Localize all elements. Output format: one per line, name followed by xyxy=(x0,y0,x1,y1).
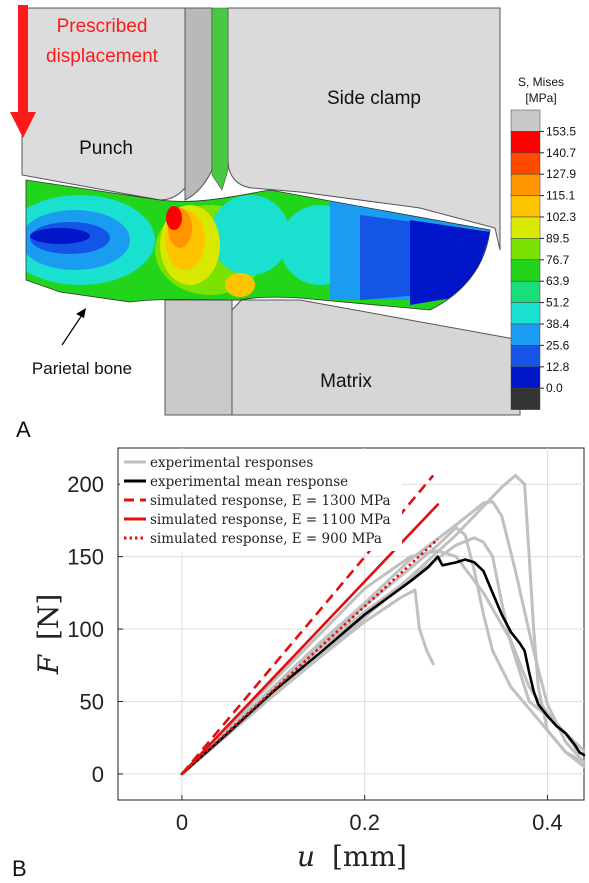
color-bar-level-label: 127.9 xyxy=(546,167,576,181)
legend-box xyxy=(120,450,402,551)
load-label-line1: Prescribed xyxy=(57,16,148,37)
color-bar-swatch xyxy=(510,238,541,261)
color-bar-level-label: 0.0 xyxy=(546,381,563,395)
y-tick-label: 100 xyxy=(67,617,104,642)
color-bar-level-label: 51.2 xyxy=(546,296,570,310)
color-bar-level-label: 25.6 xyxy=(546,338,570,352)
side-clamp-label: Side clamp xyxy=(327,88,421,109)
punch-label: Punch xyxy=(79,138,133,159)
panel-a-fem-model: Prescribed displacement Punch Side clamp… xyxy=(10,5,576,442)
color-bar-swatch xyxy=(510,366,541,389)
matrix-label: Matrix xyxy=(320,371,372,392)
x-tick-label: 0.4 xyxy=(532,810,563,835)
bone-pointer-head xyxy=(76,308,86,318)
x-axis-label: u [mm] xyxy=(297,840,407,873)
legend-entry-label: simulated response, E = 1300 MPa xyxy=(150,493,391,509)
y-axis-unit: [N] xyxy=(32,594,65,640)
tick-labels: 0 0.2 0.4 0 50 100 150 200 xyxy=(67,472,562,835)
color-bar-swatch xyxy=(510,109,541,132)
color-bar-swatch xyxy=(510,173,541,196)
legend-entry-label: simulated response, E = 1100 MPa xyxy=(150,512,391,528)
stress-color-bar: 153.5 140.7 127.9 115.1 102.3 89.5 76.7 63.9 51.… xyxy=(510,109,576,410)
color-bar-swatch xyxy=(510,387,541,410)
x-axis-unit: [mm] xyxy=(332,840,407,873)
punch-shaft xyxy=(184,7,213,201)
legend-entry-label: simulated response, E = 900 MPa xyxy=(150,531,382,547)
color-bar-swatch xyxy=(510,259,541,282)
clamp-gap-contour xyxy=(211,7,229,191)
color-bar-swatch xyxy=(510,345,541,368)
color-bar-level-label: 153.5 xyxy=(546,124,576,138)
color-bar-swatch xyxy=(510,302,541,325)
load-label-line2: displacement xyxy=(46,46,159,67)
color-bar-level-label: 76.7 xyxy=(546,253,570,267)
color-bar-level-label: 89.5 xyxy=(546,231,570,245)
bone-outline xyxy=(25,179,491,311)
chart-legend: experimental responses experimental mean … xyxy=(120,450,402,551)
series-line xyxy=(180,555,586,776)
matrix-front xyxy=(164,299,233,416)
color-bar-swatch xyxy=(510,216,541,239)
x-tick-label: 0 xyxy=(176,810,188,835)
color-bar-level-label: 115.1 xyxy=(546,189,575,203)
x-axis-symbol: u xyxy=(297,840,315,873)
color-bar-level-label: 102.3 xyxy=(546,210,576,224)
y-tick-label: 150 xyxy=(67,545,104,570)
load-arrow xyxy=(10,5,36,138)
legend-entry-label: experimental responses xyxy=(150,455,313,471)
y-axis-label: F [N] xyxy=(32,594,65,676)
y-tick-label: 0 xyxy=(92,762,104,787)
y-axis-symbol: F xyxy=(32,653,65,675)
series-layer xyxy=(180,474,586,776)
color-bar-level-label: 63.9 xyxy=(546,274,570,288)
color-bar-swatch xyxy=(510,323,541,346)
color-bar-swatch xyxy=(510,195,541,218)
y-tick-label: 50 xyxy=(80,689,104,714)
color-bar-level-label: 140.7 xyxy=(546,146,576,160)
side-clamp xyxy=(227,7,501,251)
panel-a-label: A xyxy=(16,417,31,442)
color-bar-level-label: 12.8 xyxy=(546,360,570,374)
bone-label: Parietal bone xyxy=(32,359,132,378)
bone-pointer-line xyxy=(61,311,85,346)
y-tick-label: 200 xyxy=(67,472,104,497)
color-bar-swatch xyxy=(510,280,541,303)
panel-b-force-displacement-chart: 0 0.2 0.4 0 50 100 150 200 experimental respons… xyxy=(12,447,586,881)
legend-title-line1: S, Mises xyxy=(518,75,564,89)
legend-title-line2: [MPa] xyxy=(525,91,556,105)
series-line xyxy=(180,549,586,776)
x-tick-label: 0.2 xyxy=(349,810,380,835)
color-bar-swatch xyxy=(510,152,541,175)
color-bar-swatch xyxy=(510,131,541,154)
legend-entry-label: experimental mean response xyxy=(150,474,348,490)
color-bar-level-label: 38.4 xyxy=(546,317,570,331)
panel-b-label: B xyxy=(12,856,27,881)
